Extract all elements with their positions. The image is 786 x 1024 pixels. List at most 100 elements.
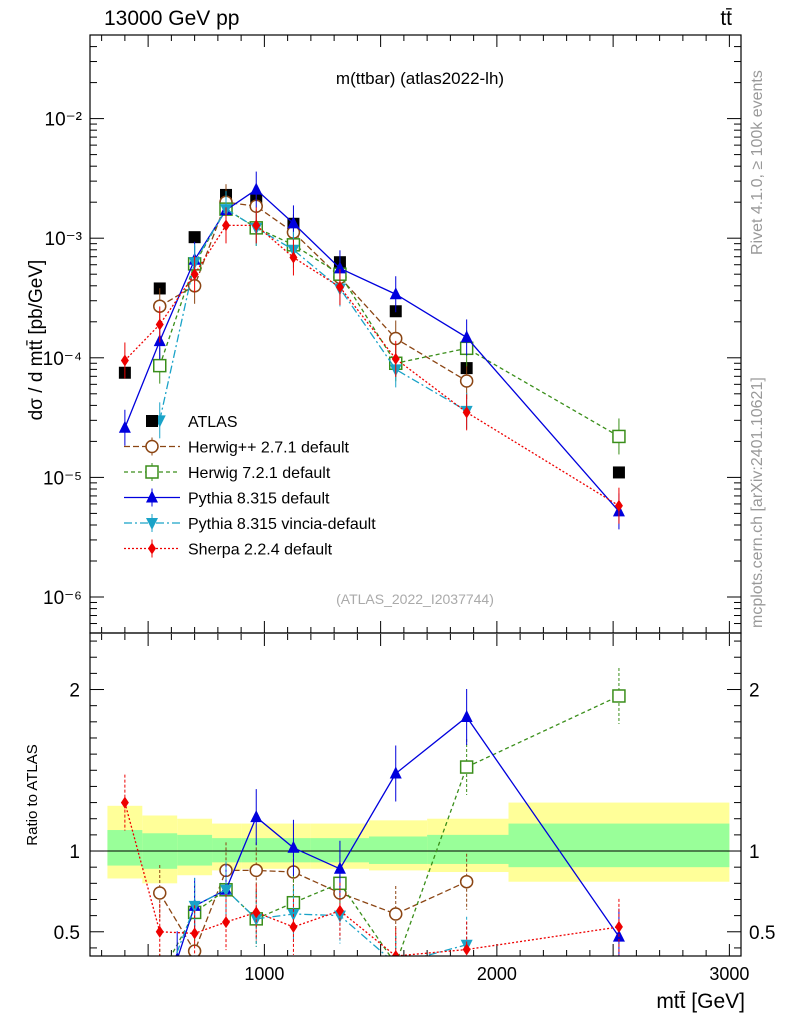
ratio-point-sherpa [289, 920, 298, 933]
data-point-sherpa [120, 354, 129, 367]
series-line-vincia [159, 208, 467, 421]
data-point-sherpa [614, 499, 623, 512]
data-point-herwigpp [459, 374, 474, 388]
legend-label-herwigpp: Herwig++ 2.7.1 default [188, 440, 350, 457]
ratio-point-pythia [389, 766, 402, 779]
process-label: tt̄ [720, 7, 732, 30]
ratio-y-tick-label-left: 2 [69, 681, 80, 702]
ratio-point-sherpa [155, 925, 164, 938]
uncertainty-band-inner [212, 838, 242, 863]
ratio-line-sherpa [124, 802, 620, 956]
y-tick-label: 10⁻² [45, 110, 83, 131]
ratio-y-tick-label-left: 1 [69, 842, 80, 863]
data-point-sherpa [190, 268, 199, 281]
main-series-clipped [118, 171, 626, 530]
ratio-line-herwig7 [170, 695, 620, 956]
ratio-frame [89, 632, 742, 957]
ratio-point-pythia [333, 861, 346, 874]
ratio-point-herwig7 [390, 958, 402, 970]
y-tick-label: 10⁻⁵ [43, 468, 82, 489]
legend-label-herwig7: Herwig 7.2.1 default [188, 465, 331, 482]
legend-marker-sherpa [148, 542, 156, 555]
data-point-sherpa [462, 406, 471, 419]
data-point-pythia [460, 330, 473, 343]
ratio-point-vincia [220, 884, 233, 897]
ratio-y-tick-label-right: 1 [749, 842, 760, 863]
data-point-herwig7 [612, 429, 626, 444]
legend-marker-vincia [146, 518, 158, 530]
legend-marker-herwig7 [145, 465, 159, 479]
data-point-sherpa [391, 352, 400, 365]
x-axis-label: mtt̄ [GeV] [656, 990, 745, 1013]
ratio-point-sherpa [190, 927, 199, 940]
data-point-pythia [389, 287, 402, 300]
ratio-y-tick-label-left: 0.5 [54, 923, 80, 944]
uncertainty-band-inner [369, 836, 428, 864]
ratio-point-sherpa [462, 943, 471, 956]
legend-label-vincia: Pythia 8.315 vincia-default [188, 516, 376, 533]
ratio-series-clipped [120, 667, 626, 1005]
axis-ticks [90, 34, 741, 956]
data-point-sherpa [252, 219, 261, 232]
legend-marker-ATLAS [146, 415, 158, 427]
series-line-herwigpp [159, 201, 467, 382]
mcplots-label: mcplots.cern.ch [arXiv:2401.10621] [749, 377, 766, 628]
data-point-ATLAS [612, 466, 625, 479]
ratio-point-herwigpp [459, 874, 474, 889]
uncertainty-band-inner [241, 838, 276, 863]
uncertainty-band-inner [508, 823, 730, 868]
main-series [118, 171, 626, 530]
legend-marker-pythia [146, 490, 158, 503]
ratio-series [120, 667, 626, 1005]
data-point-sherpa [155, 318, 164, 331]
data-point-ATLAS [188, 231, 201, 244]
ratio-point-pythia [250, 810, 263, 823]
y-tick-label: 10⁻³ [45, 229, 83, 250]
ratio-point-herwig7 [459, 760, 474, 774]
x-tick-label: 3000 [709, 964, 749, 984]
main-y-axis-label: dσ / d mtt̄ [pb/GeV] [26, 260, 47, 421]
ratio-y-tick-label-right: 0.5 [749, 923, 775, 944]
data-point-sherpa [222, 219, 231, 232]
ratio-bands [90, 802, 741, 884]
ratio-point-herwigpp [388, 907, 403, 921]
ratio-point-pythia [287, 840, 300, 853]
ratio-point-pythia [175, 952, 180, 956]
ratio-y-axis-label: Ratio to ATLAS [24, 744, 41, 845]
ratio-point-vincia [390, 959, 402, 971]
data-point-pythia [287, 216, 300, 229]
legend-label-ATLAS: ATLAS [188, 414, 238, 431]
ratio-line-herwigpp [159, 869, 467, 953]
analysis-watermark: (ATLAS_2022_I2037744) [336, 591, 494, 607]
legend-label-pythia: Pythia 8.315 default [188, 491, 330, 508]
legend-label-sherpa: Sherpa 2.2.4 default [188, 542, 333, 559]
ratio-point-vincia [154, 993, 166, 1005]
ratio-point-herwig7 [612, 689, 626, 703]
ratio-line-vincia [174, 888, 467, 956]
ratio-point-herwigpp [249, 863, 263, 878]
ratio-y-tick-label-right: 2 [749, 681, 760, 702]
uncertainty-band-inner [177, 834, 213, 866]
series-line-pythia [124, 188, 620, 512]
ratio-point-sherpa [391, 950, 400, 956]
series-line-herwig7 [159, 208, 620, 438]
series-line-sherpa [124, 224, 620, 507]
main-plot-title: m(ttbar) (atlas2022-lh) [336, 69, 504, 88]
ratio-point-sherpa [222, 916, 231, 929]
uncertainty-band-inner [427, 834, 509, 864]
data-point-herwig7 [153, 358, 167, 373]
x-tick-label: 2000 [477, 964, 517, 984]
data-point-pythia [333, 261, 346, 274]
legend-marker-herwigpp [145, 439, 159, 454]
uncertainty-band-inner [107, 830, 143, 866]
y-tick-label: 10⁻⁶ [43, 588, 82, 609]
energy-label: 13000 GeV pp [104, 7, 239, 30]
y-tick-label: 10⁻⁴ [43, 349, 82, 370]
rivet-label: Rivet 4.1.0, ≥ 100k events [749, 70, 766, 255]
data-point-sherpa [289, 251, 298, 264]
data-point-pythia [118, 420, 131, 433]
ratio-point-sherpa [335, 904, 344, 917]
x-tick-label: 1000 [244, 964, 284, 984]
ratio-point-sherpa [120, 796, 129, 809]
